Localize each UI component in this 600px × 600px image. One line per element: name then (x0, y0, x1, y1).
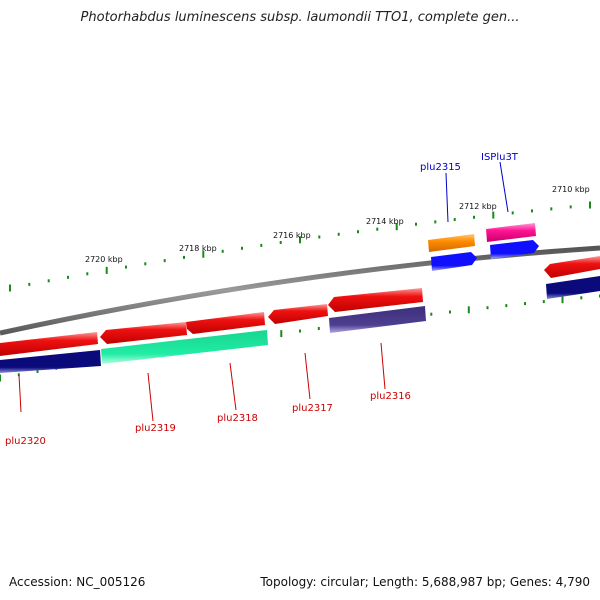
gene-label-leader (499, 161, 509, 213)
gene-feature[interactable] (100, 322, 187, 344)
gene-label-plu2320[interactable]: plu2320 (5, 436, 46, 447)
ruler-label: 2718 kbp (179, 244, 217, 253)
accession-label: Accession: NC_005126 (9, 575, 146, 589)
gene-label-plu2315[interactable]: plu2315 (420, 162, 461, 173)
gene-feature[interactable] (101, 330, 268, 364)
gene-label-plu2318[interactable]: plu2318 (217, 413, 258, 424)
gene-label-plu2317[interactable]: plu2317 (292, 403, 333, 414)
gene-label-leader (147, 372, 154, 422)
gene-feature[interactable] (186, 312, 265, 334)
gene-feature[interactable] (328, 288, 423, 312)
ruler-label: 2712 kbp (459, 202, 497, 211)
gene-feature[interactable] (546, 276, 600, 299)
gene-label-leader (18, 374, 22, 413)
gene-label-leader (380, 342, 386, 390)
gene-label-leader (229, 362, 237, 411)
genome-stats: Topology: circular; Length: 5,688,987 bp… (260, 575, 590, 589)
ruler-label: 2714 kbp (366, 217, 404, 226)
gene-feature[interactable] (0, 350, 101, 373)
ruler-label: 2710 kbp (552, 185, 590, 194)
gene-label-plu2319[interactable]: plu2319 (135, 423, 176, 434)
gene-feature[interactable] (0, 332, 98, 356)
gene-feature[interactable] (329, 306, 426, 333)
gene-label-leader (445, 172, 449, 223)
gene-feature[interactable] (431, 252, 477, 271)
gene-feature[interactable] (544, 256, 600, 278)
ruler-label: 2720 kbp (85, 255, 123, 264)
ruler-label: 2716 kbp (273, 231, 311, 240)
gene-feature[interactable] (268, 304, 328, 324)
gene-feature[interactable] (428, 234, 475, 252)
gene-label-isplu3t[interactable]: ISPlu3T (481, 152, 519, 163)
gene-label-leader (304, 352, 311, 400)
gene-feature[interactable] (486, 223, 536, 242)
ruler-ticks-upper (9, 201, 591, 292)
gene-feature[interactable] (490, 240, 539, 259)
gene-label-plu2316[interactable]: plu2316 (370, 391, 411, 402)
genome-title: Photorhabdus luminescens subsp. laumondi… (80, 10, 520, 25)
